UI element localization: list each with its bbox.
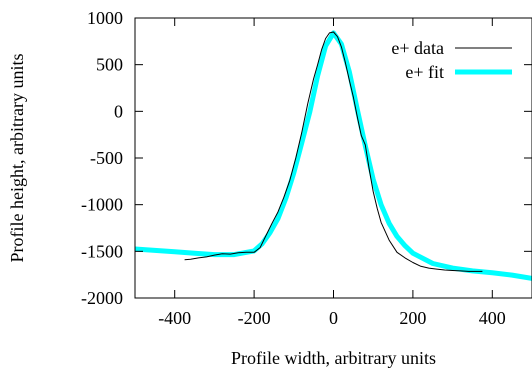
legend-label-e-data: e+ data	[391, 38, 444, 58]
y-tick-label: -500	[90, 148, 123, 168]
x-tick-label: -200	[238, 308, 271, 328]
axis-tick-labels: -400 -200 0 200 40010005000-500-1000-1500-20…	[81, 8, 506, 328]
y-tick-label: -1000	[81, 195, 123, 215]
y-tick-label: 500	[96, 55, 123, 75]
x-axis-title: Profile width, arbitrary units	[231, 348, 436, 368]
y-tick-label: 1000	[87, 8, 123, 28]
y-axis-title: Profile height, arbitrary units	[7, 54, 27, 263]
x-tick-label: -400	[158, 308, 191, 328]
y-tick-label: -2000	[81, 288, 123, 308]
legend-label-e-fit: e+ fit	[405, 62, 444, 82]
series-line-e-fit	[135, 30, 532, 281]
y-tick-label: -1500	[81, 241, 123, 261]
plot-curves	[135, 30, 532, 281]
legend: e+ data e+ fit	[391, 38, 512, 82]
plot-frame	[134, 17, 532, 299]
axis-ticks	[135, 17, 532, 299]
y-tick-label: 0	[114, 101, 123, 121]
series-line-e-data	[184, 31, 483, 272]
x-tick-label: 0	[329, 308, 338, 328]
x-tick-label: 200	[399, 308, 426, 328]
x-tick-label: 400	[479, 308, 506, 328]
